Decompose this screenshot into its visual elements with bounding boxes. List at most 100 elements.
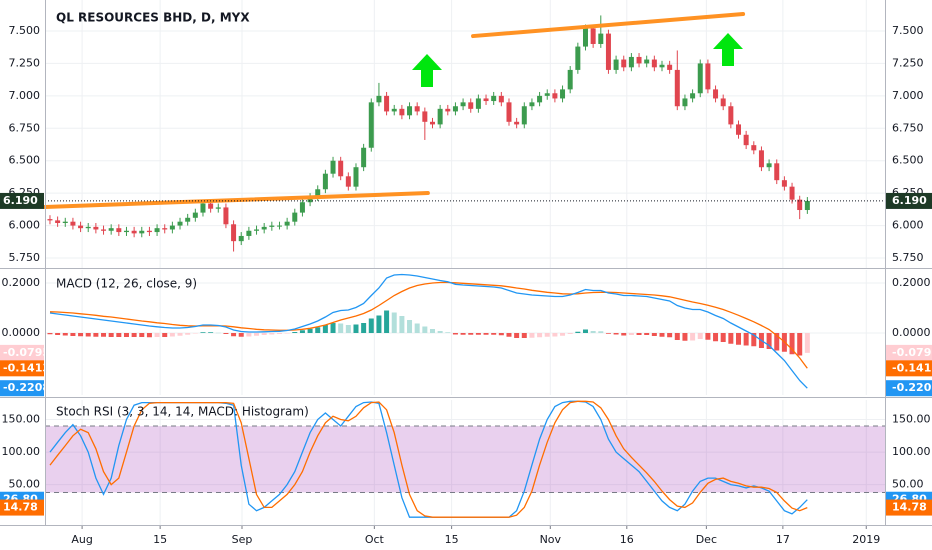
indicator-line	[49, 273, 808, 389]
histogram-bar	[200, 332, 206, 333]
y-tick-label: 150.00	[2, 413, 41, 426]
histogram-bar	[552, 333, 558, 337]
y-tick-label: 7.000	[892, 89, 924, 102]
histogram-bar	[131, 333, 137, 337]
histogram-bar	[391, 312, 397, 333]
candle-body	[789, 186, 795, 200]
y-tick-label: 100.00	[892, 445, 931, 458]
pane-title: QL RESOURCES BHD, D, MYX	[56, 11, 250, 25]
candle-body	[506, 102, 512, 122]
histogram-bar	[276, 333, 282, 334]
candle-body	[353, 167, 359, 187]
last-value-label: 6.190	[892, 194, 927, 207]
histogram-bar	[384, 310, 390, 333]
y-tick-label: 6.500	[9, 154, 41, 167]
last-value-tag	[886, 192, 932, 209]
histogram-bar	[644, 333, 650, 335]
y-tick-label: 6.000	[892, 219, 924, 232]
candle-body	[322, 173, 328, 190]
pane-title: MACD (12, 26, close, 9)	[56, 277, 197, 291]
candle-body	[797, 199, 803, 211]
annotation-arrow	[713, 33, 743, 66]
histogram-bar	[429, 329, 435, 333]
histogram-bar	[231, 333, 237, 337]
histogram-bar	[613, 333, 619, 335]
histogram-bar	[192, 333, 198, 334]
x-tick-label: 16	[620, 533, 634, 546]
candle-body	[315, 189, 321, 198]
histogram-bar	[162, 333, 168, 337]
histogram-bar	[284, 333, 290, 334]
histogram-bar	[605, 333, 611, 334]
y-tick-label: 7.500	[9, 24, 41, 37]
histogram-bar	[774, 333, 780, 351]
x-tick-label: Aug	[71, 533, 92, 546]
y-tick-label: 5.750	[892, 251, 924, 264]
histogram-bar	[667, 333, 673, 338]
candle-body	[307, 197, 313, 203]
histogram-bar	[590, 331, 596, 333]
candle-body	[682, 98, 688, 107]
candle-body	[338, 160, 344, 177]
histogram-bar	[743, 333, 749, 346]
histogram-bar	[437, 331, 443, 333]
candle-body	[47, 219, 53, 221]
candle-body	[299, 202, 305, 213]
candle-body	[605, 33, 611, 70]
last-value-label: 14.78	[892, 501, 927, 514]
histogram-bar	[116, 333, 122, 337]
y-tick-label: 100.00	[2, 445, 41, 458]
histogram-bar	[460, 333, 466, 335]
candle-body	[598, 33, 604, 44]
candle-body	[445, 108, 451, 112]
histogram-bar	[101, 333, 107, 337]
histogram-bar	[399, 316, 405, 333]
histogram-bar	[529, 333, 535, 338]
histogram-bar	[735, 333, 741, 345]
candle-body	[590, 28, 596, 44]
histogram-bar	[560, 333, 566, 336]
y-tick-label: 6.500	[892, 154, 924, 167]
candle-body	[468, 102, 474, 109]
candle-body	[429, 121, 435, 125]
x-tick-label: 2019	[852, 533, 880, 546]
histogram-bar	[475, 333, 481, 335]
candle-body	[514, 121, 520, 125]
candle-body	[146, 230, 152, 233]
candle-body	[330, 160, 336, 174]
candle-body	[552, 93, 558, 99]
candle-body	[713, 89, 719, 99]
histogram-bar	[338, 323, 344, 333]
candle-body	[735, 124, 741, 135]
histogram-bar	[292, 332, 298, 333]
histogram-bar	[582, 329, 588, 333]
candle-body	[705, 63, 711, 90]
annotation-arrow	[412, 54, 442, 87]
y-tick-label: 6.750	[892, 121, 924, 134]
candle-body	[208, 203, 214, 209]
histogram-bar	[208, 332, 214, 333]
histogram-bar	[254, 333, 260, 336]
histogram-bar	[521, 333, 527, 338]
candle-body	[177, 221, 183, 226]
last-value-label: -0.2208	[3, 381, 50, 394]
candle-body	[491, 95, 497, 102]
histogram-bar	[690, 333, 696, 341]
histogram-bar	[659, 333, 665, 337]
candle-body	[261, 226, 267, 230]
x-tick-label: Dec	[696, 533, 717, 546]
candle-body	[804, 200, 810, 211]
candle-body	[269, 225, 275, 227]
last-value-label: 6.190	[3, 194, 38, 207]
last-value-tag	[886, 499, 932, 516]
histogram-bar	[766, 333, 772, 349]
histogram-bar	[697, 333, 703, 339]
candle-body	[246, 230, 252, 236]
candle-body	[437, 108, 443, 125]
histogram-bar	[238, 333, 244, 337]
candle-body	[101, 229, 107, 231]
candle-body	[215, 207, 221, 209]
histogram-bar	[246, 333, 252, 337]
candle-body	[368, 102, 374, 148]
